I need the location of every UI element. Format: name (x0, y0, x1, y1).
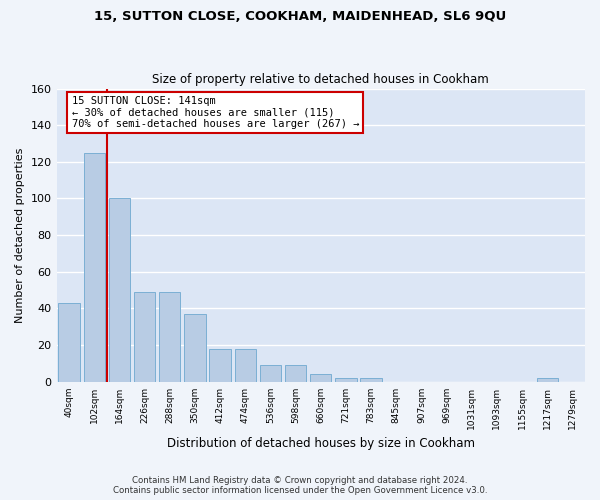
Bar (536, 378, 558, 382)
Text: 15, SUTTON CLOSE, COOKHAM, MAIDENHEAD, SL6 9QU: 15, SUTTON CLOSE, COOKHAM, MAIDENHEAD, S… (94, 10, 506, 23)
Bar (310, 374, 331, 382)
Bar (109, 198, 130, 382)
Bar (159, 292, 181, 382)
Bar (285, 365, 307, 382)
Bar (134, 292, 155, 382)
Bar (58, 303, 80, 382)
Text: 15 SUTTON CLOSE: 141sqm
← 30% of detached houses are smaller (115)
70% of semi-d: 15 SUTTON CLOSE: 141sqm ← 30% of detache… (71, 96, 359, 129)
Bar (184, 314, 206, 382)
Text: Contains HM Land Registry data © Crown copyright and database right 2024.
Contai: Contains HM Land Registry data © Crown c… (113, 476, 487, 495)
X-axis label: Distribution of detached houses by size in Cookham: Distribution of detached houses by size … (167, 437, 475, 450)
Y-axis label: Number of detached properties: Number of detached properties (15, 148, 25, 323)
Bar (260, 365, 281, 382)
Bar (361, 378, 382, 382)
Bar (83, 152, 105, 382)
Bar (335, 378, 356, 382)
Bar (235, 348, 256, 382)
Title: Size of property relative to detached houses in Cookham: Size of property relative to detached ho… (152, 73, 489, 86)
Bar (209, 348, 231, 382)
